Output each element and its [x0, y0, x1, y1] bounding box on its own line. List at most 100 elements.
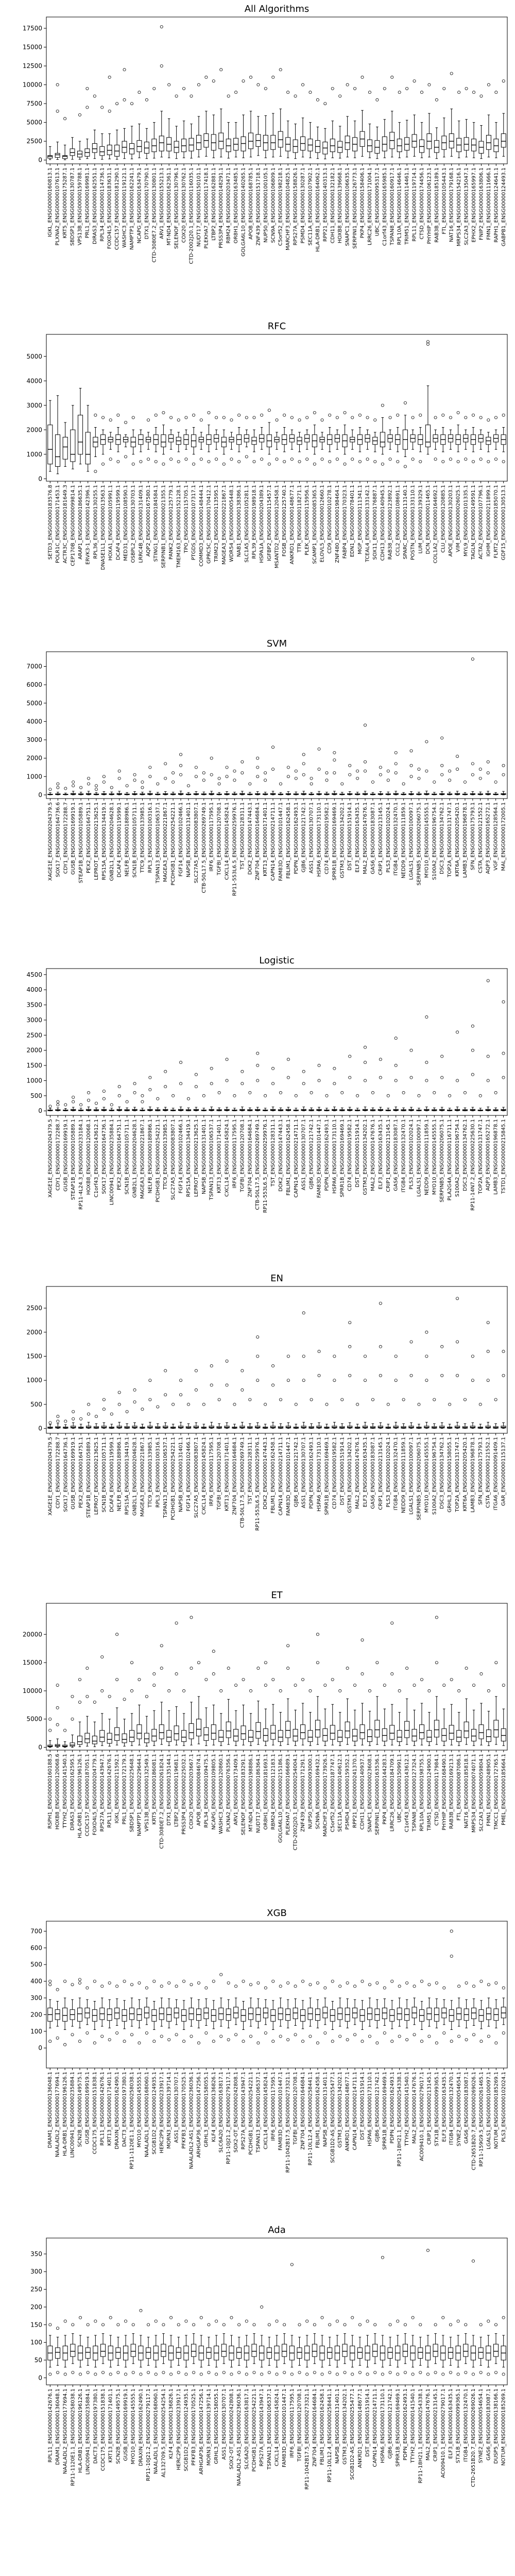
outlier-point [256, 756, 260, 760]
outlier-point [316, 1661, 319, 1665]
x-tick-label: SPRR1B_ENSG00000169469.1 [339, 1119, 345, 1197]
x-tick-label: MAGEA3_ENSG00000221867.1 [140, 1119, 145, 1199]
box-55 [449, 1677, 454, 1745]
outlier-point [48, 1717, 52, 1721]
outlier-point [130, 2033, 134, 2037]
box-5 [77, 388, 83, 465]
outlier-point [487, 2035, 490, 2038]
outlier-point [450, 2040, 453, 2043]
outlier-point [264, 1094, 267, 1097]
outlier-point [85, 1667, 89, 1670]
box-iqr [114, 1727, 120, 1741]
x-tick-label: STEAP1B_ENSG00000105889.1 [78, 802, 84, 883]
outlier-point [260, 2305, 264, 2309]
box-1 [47, 788, 53, 795]
box-1 [47, 1421, 53, 1429]
outlier-point [72, 1410, 75, 1413]
box-54 [454, 755, 460, 795]
box-62 [501, 1683, 506, 1746]
outlier-point [267, 409, 271, 412]
outlier-point [290, 416, 294, 419]
outlier-point [360, 1979, 364, 1983]
outlier-point [479, 416, 483, 419]
outlier-point [167, 1981, 171, 1985]
x-tick-label: CRIP1_ENSG00000213145.1 [378, 802, 384, 875]
outlier-point [340, 1398, 344, 1401]
outlier-point [256, 1052, 260, 1055]
box-iqr [218, 132, 224, 149]
x-tick-label: GSTM3_ENSG00000134202.1 [347, 1437, 353, 1513]
box-iqr [367, 1730, 372, 1742]
outlier-point [450, 1955, 453, 1958]
outlier-point [425, 1330, 428, 1334]
x-tick-label: UBC_ENSG00000150991.1 [397, 1754, 403, 1822]
box-19 [183, 2319, 189, 2376]
x-tick-label: DCAF4_ENSG00000119599.1 [117, 802, 123, 877]
box-48 [408, 749, 414, 795]
outlier-point [325, 771, 329, 775]
box-29 [255, 83, 261, 156]
box-33 [285, 91, 291, 158]
y-tick-label: 700 [30, 1927, 42, 1935]
x-tick-label: SYNE2_ENSG00000054654.1 [456, 2072, 462, 2146]
outlier-point [197, 1981, 200, 1985]
x-tick-label: CXCL14_ENSG00000145824.1 [263, 2072, 269, 2149]
box-iqr [122, 141, 127, 153]
outlier-point [396, 460, 400, 464]
x-tick-label: PTGDS_ENSG00000107317.1 [191, 485, 197, 560]
outlier-point [233, 1402, 236, 1406]
outlier-point [271, 1677, 275, 1681]
panel-title: Logistic [259, 955, 294, 966]
x-tick-label: NAALADL1_ENSG00000168060.1 [153, 2388, 159, 2474]
x-tick-label: GUSB_ENSG00000169919.1 [63, 1119, 68, 1192]
x-tick-label: SERPINB5_ENSG00000206075.1 [416, 1437, 422, 1520]
box-26 [239, 1070, 245, 1111]
outlier-point [310, 782, 313, 786]
outlier-point [394, 1037, 398, 1040]
y-tick-label: 200 [30, 2303, 42, 2311]
x-tick-label: FBLIM1_ENSG00000162458.1 [270, 1437, 276, 1514]
outlier-point [217, 776, 221, 780]
box-2 [55, 1988, 60, 2040]
outlier-point [179, 1061, 183, 1064]
outlier-point [353, 1985, 357, 1988]
outlier-point [298, 418, 301, 422]
x-tick-label: TSPAN13_ENSG00000106537.1 [163, 1437, 168, 1518]
x-tick-label: NAALADL1_ENSG00000168060.1 [144, 2072, 150, 2157]
box-50 [424, 740, 430, 795]
outlier-point [486, 1055, 490, 1058]
outlier-point [162, 462, 165, 466]
outlier-point [271, 1082, 275, 1086]
box-24 [221, 416, 227, 466]
x-tick-label: GAS6_ENSG00000183087.1 [370, 802, 376, 874]
outlier-point [364, 723, 367, 727]
x-tick-label: ELOVL5_ENSG00000012660.1 [320, 485, 325, 562]
x-tick-label: PKP4_ENSG00000144283.1 [382, 1754, 388, 1824]
box-38 [332, 751, 337, 795]
box-4 [71, 1095, 76, 1111]
x-tick-label: LAMB3_ENSG00000196878.1 [470, 1437, 476, 1513]
outlier-point [186, 784, 190, 788]
outlier-point [294, 1094, 298, 1097]
outlier-point [230, 2372, 233, 2376]
outlier-point [381, 403, 384, 407]
box-iqr [203, 1727, 209, 1741]
outlier-point [202, 771, 205, 775]
x-tick-label: HLA-DRB1_ENSG00000196126.1 [78, 2388, 83, 2473]
x-tick-label: RPS15A_ENSG00000134419.1 [125, 1437, 130, 1515]
outlier-point [215, 2372, 218, 2376]
outlier-point [427, 83, 431, 87]
box-47 [389, 75, 395, 158]
outlier-point [177, 460, 180, 464]
outlier-point [379, 1076, 382, 1079]
box-iqr [122, 1733, 127, 1743]
outlier-point [409, 775, 413, 778]
x-tick-label: LINC00941_ENSG00000235884.1 [70, 2072, 76, 2158]
box-5 [78, 1417, 84, 1429]
outlier-point [241, 760, 244, 764]
outlier-point [160, 2035, 163, 2038]
box-30 [263, 87, 268, 158]
outlier-point [93, 94, 96, 98]
outlier-point [156, 1405, 160, 1409]
outlier-point [217, 782, 221, 786]
